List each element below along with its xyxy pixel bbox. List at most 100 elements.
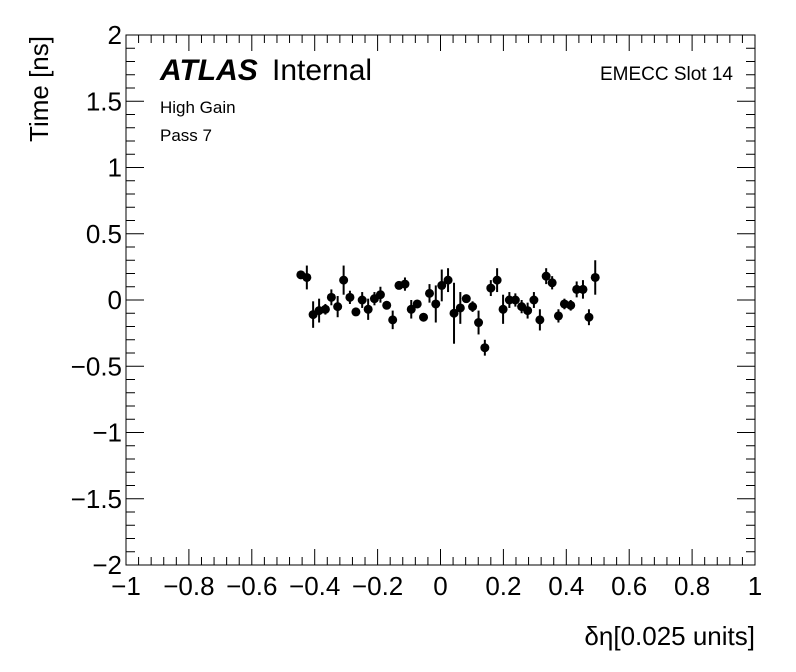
data-point bbox=[443, 268, 453, 293]
data-point bbox=[486, 280, 496, 297]
data-point bbox=[302, 265, 312, 290]
point-marker bbox=[553, 311, 563, 321]
point-marker bbox=[468, 302, 478, 312]
point-marker bbox=[431, 299, 441, 309]
x-tick-label: −0.2 bbox=[352, 571, 403, 601]
y-tick-label: 2 bbox=[108, 20, 122, 50]
point-marker bbox=[492, 275, 502, 285]
data-point bbox=[461, 294, 471, 304]
data-point bbox=[406, 300, 416, 319]
major-ticks bbox=[125, 34, 756, 566]
data-point bbox=[541, 268, 551, 285]
data-point bbox=[584, 309, 594, 326]
point-marker bbox=[437, 280, 447, 290]
y-tick-label: −2 bbox=[92, 550, 122, 580]
y-tick-label: −1 bbox=[92, 418, 122, 448]
data-point bbox=[333, 296, 343, 318]
point-marker bbox=[547, 278, 557, 288]
data-point bbox=[535, 309, 545, 331]
data-point bbox=[419, 312, 429, 322]
point-marker bbox=[333, 302, 343, 312]
data-point bbox=[351, 307, 361, 317]
data-point bbox=[492, 268, 502, 293]
data-point bbox=[363, 298, 373, 320]
point-marker bbox=[363, 304, 373, 314]
data-point bbox=[382, 300, 392, 310]
point-marker bbox=[455, 303, 465, 313]
point-marker bbox=[529, 295, 539, 305]
data-points bbox=[296, 260, 600, 356]
data-point bbox=[474, 310, 484, 335]
y-tick-labels: −2 −1.5 −1 −0.5 0 0.5 1 1.5 2 bbox=[71, 20, 122, 580]
data-point bbox=[455, 292, 465, 324]
data-point bbox=[480, 339, 490, 356]
data-point bbox=[510, 293, 520, 307]
data-point bbox=[375, 286, 385, 303]
point-marker bbox=[449, 308, 459, 318]
point-marker bbox=[357, 295, 367, 305]
point-marker bbox=[486, 283, 496, 293]
data-point bbox=[400, 277, 410, 291]
data-point bbox=[523, 302, 533, 319]
point-marker bbox=[400, 279, 410, 289]
x-tick-label: −0.4 bbox=[289, 571, 340, 601]
x-tick-label: 0 bbox=[433, 571, 447, 601]
point-marker bbox=[461, 294, 471, 304]
data-point bbox=[572, 281, 582, 298]
internal-label: Internal bbox=[272, 54, 372, 87]
point-marker bbox=[480, 343, 490, 353]
y-tick-label: 1.5 bbox=[86, 86, 122, 116]
data-point bbox=[431, 285, 441, 323]
data-point bbox=[424, 284, 434, 303]
data-point bbox=[388, 310, 398, 330]
point-marker bbox=[590, 272, 600, 282]
data-point bbox=[339, 265, 349, 295]
data-point bbox=[578, 280, 588, 299]
x-tick-label: 0.8 bbox=[674, 571, 710, 601]
x-tick-label: 0.6 bbox=[611, 571, 647, 601]
slot-label: EMECC Slot 14 bbox=[600, 64, 733, 85]
point-marker bbox=[302, 272, 312, 282]
point-marker bbox=[320, 304, 330, 314]
point-marker bbox=[419, 312, 429, 322]
data-point bbox=[326, 289, 336, 306]
point-marker bbox=[498, 304, 508, 314]
point-marker bbox=[523, 306, 533, 316]
data-point bbox=[590, 260, 600, 295]
y-axis-title: Time [ns] bbox=[24, 36, 54, 142]
point-marker bbox=[388, 315, 398, 325]
point-marker bbox=[541, 271, 551, 281]
data-point bbox=[412, 299, 422, 309]
x-axis-title: δη[0.025 units] bbox=[584, 621, 755, 651]
data-point bbox=[345, 290, 355, 304]
y-tick-label: 1 bbox=[108, 153, 122, 183]
data-point bbox=[437, 269, 447, 302]
minor-ticks bbox=[126, 35, 755, 565]
y-tick-label: −0.5 bbox=[71, 351, 122, 381]
point-marker bbox=[345, 292, 355, 302]
point-marker bbox=[375, 290, 385, 300]
data-point bbox=[320, 303, 330, 315]
point-marker bbox=[510, 295, 520, 305]
data-point bbox=[566, 300, 576, 311]
point-marker bbox=[443, 275, 453, 285]
point-marker bbox=[535, 315, 545, 325]
data-point bbox=[468, 301, 478, 312]
y-tick-label: −1.5 bbox=[71, 484, 122, 514]
x-tick-label: 0.4 bbox=[548, 571, 584, 601]
x-tick-label: −1 bbox=[111, 571, 141, 601]
point-marker bbox=[326, 292, 336, 302]
y-tick-label: 0.5 bbox=[86, 219, 122, 249]
point-marker bbox=[584, 312, 594, 322]
data-point bbox=[547, 276, 557, 290]
x-tick-label: 1 bbox=[748, 571, 762, 601]
data-point bbox=[357, 292, 367, 308]
data-point bbox=[553, 309, 563, 323]
point-marker bbox=[339, 275, 349, 285]
point-marker bbox=[566, 300, 576, 310]
gain-label: High Gain bbox=[160, 98, 236, 117]
x-tick-label: −0.8 bbox=[163, 571, 214, 601]
data-point bbox=[308, 301, 318, 328]
x-tick-labels: −1 −0.8 −0.6 −0.4 −0.2 0 0.2 0.4 0.6 0.8 1 bbox=[111, 571, 762, 601]
